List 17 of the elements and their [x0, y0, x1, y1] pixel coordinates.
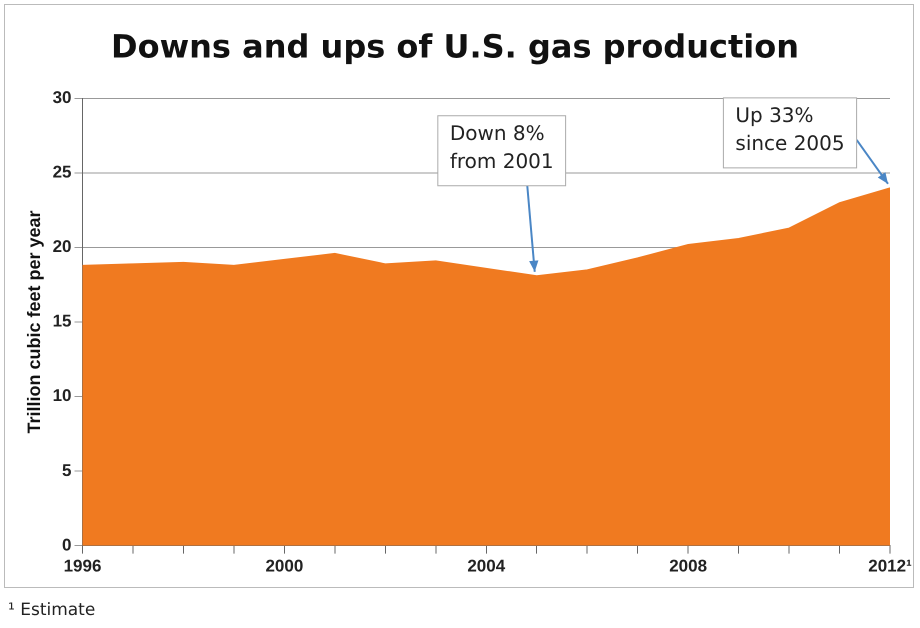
- y-tick-label: 0: [62, 535, 72, 554]
- annotation: Down 8% from 2001: [450, 120, 554, 173]
- y-tick-label: 15: [52, 312, 72, 331]
- y-axis-title: Trillion cubic feet per year: [24, 210, 44, 434]
- y-tick-label: 5: [62, 460, 72, 480]
- chart-title: Downs and ups of U.S. gas production: [111, 28, 799, 66]
- y-tick-label: 30: [52, 88, 72, 108]
- x-tick-label: 2000: [265, 556, 304, 576]
- x-tick-label: 2008: [669, 556, 708, 576]
- y-tick-label: 25: [52, 162, 72, 182]
- x-tick-label: 2004: [467, 556, 506, 576]
- x-tick-label: 1996: [64, 556, 102, 576]
- annotation: Up 33% since 2005: [735, 103, 845, 156]
- y-tick-label: 20: [52, 237, 72, 256]
- y-tick-label: 10: [52, 386, 72, 406]
- text: ¹ Estimate: [8, 600, 96, 620]
- x-tick-label: 2012¹: [868, 556, 912, 576]
